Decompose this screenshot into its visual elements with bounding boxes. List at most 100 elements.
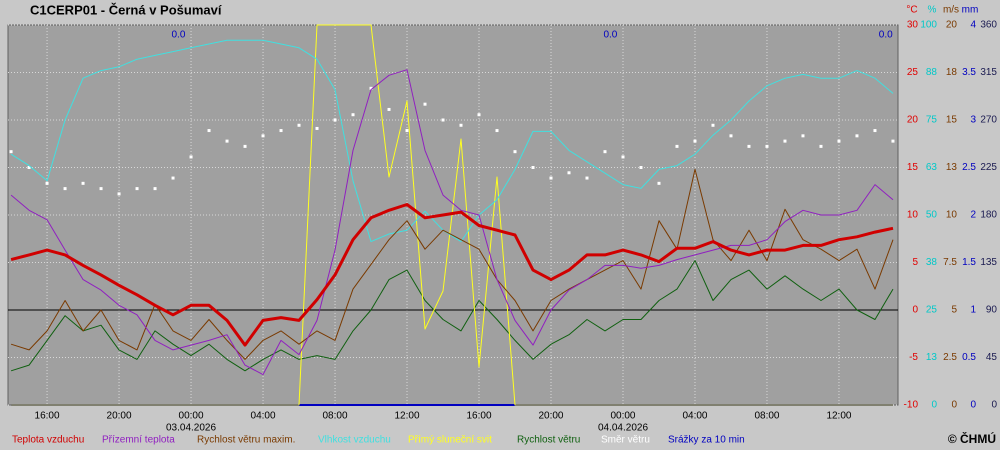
direction-point [243, 144, 247, 148]
x-tick-label: 00:00 [179, 411, 204, 422]
y-tick-label: 0 [951, 400, 957, 411]
legend-entry: Srážky za 10 min [668, 435, 745, 446]
x-tick-label: 20:00 [107, 411, 132, 422]
y-tick-label: 30 [907, 20, 919, 31]
direction-point [477, 113, 481, 117]
series-line [10, 168, 894, 360]
y-tick-label: 10 [946, 210, 958, 221]
axis-unit: mm [962, 5, 979, 16]
axis-unit: % [928, 5, 937, 16]
direction-point [657, 181, 661, 185]
direction-point [27, 166, 31, 169]
y-tick-label: 75 [926, 115, 938, 126]
legend-entry: Přímý sluneční svit [408, 435, 492, 446]
legend-entry: Vlhkost vzduchu [318, 435, 391, 446]
y-tick-label: 5 [912, 257, 918, 268]
direction-point [63, 187, 67, 191]
direction-point [621, 155, 625, 159]
precip-sum-label: 0.0 [879, 30, 893, 41]
direction-point [729, 134, 733, 138]
direction-point [45, 181, 49, 185]
direction-point [117, 192, 121, 196]
y-tick-label: 13 [946, 162, 958, 173]
direction-point [99, 187, 103, 191]
direction-point [693, 139, 697, 143]
y-tick-label: 3 [970, 115, 976, 126]
y-tick-label: 100 [920, 20, 937, 31]
y-tick-label: 38 [926, 257, 938, 268]
y-tick-label: 135 [980, 257, 997, 268]
x-tick-label: 08:00 [323, 411, 348, 422]
direction-point [315, 126, 319, 130]
direction-point [495, 129, 499, 133]
direction-point [81, 181, 85, 185]
x-tick-label: 04:00 [682, 411, 707, 422]
direction-point [675, 144, 679, 148]
x-tick-label: 16:00 [466, 411, 491, 422]
direction-point [459, 123, 463, 127]
series-line [10, 69, 894, 376]
y-tick-label: 2.5 [943, 352, 957, 363]
y-tick-label: 2.5 [962, 162, 976, 173]
legend-entry: Směr větru [601, 435, 650, 446]
y-tick-label: 10 [907, 210, 919, 221]
direction-point [567, 171, 571, 175]
y-tick-label: 50 [926, 210, 938, 221]
legend-entry: Teplota vzduchu [12, 435, 84, 446]
y-tick-label: 360 [980, 20, 997, 31]
y-tick-label: 3.5 [962, 67, 976, 78]
y-tick-label: 88 [926, 67, 938, 78]
direction-point [423, 102, 427, 106]
x-tick-label: 08:00 [754, 411, 779, 422]
y-tick-label: 63 [926, 162, 938, 173]
y-tick-label: 13 [926, 352, 938, 363]
direction-point [387, 107, 391, 111]
direction-point [225, 139, 229, 143]
legend-entry: Přízemní teplota [102, 435, 175, 446]
direction-point [765, 144, 769, 148]
y-tick-label: 18 [946, 67, 958, 78]
y-tick-label: 2 [970, 210, 976, 221]
y-tick-label: 20 [946, 20, 958, 31]
x-tick-label: 12:00 [394, 411, 419, 422]
direction-point [333, 118, 337, 122]
copyright: © ČHMÚ [948, 431, 996, 446]
x-tick-label: 16:00 [35, 411, 60, 422]
y-tick-label: 45 [986, 352, 998, 363]
y-tick-label: 0.5 [962, 352, 976, 363]
y-tick-label: 0 [912, 305, 918, 316]
y-tick-label: 0 [970, 400, 976, 411]
y-tick-label: 4 [970, 20, 976, 31]
direction-point [135, 187, 139, 191]
x-tick-label: 00:00 [610, 411, 635, 422]
direction-point [783, 139, 787, 143]
direction-point [513, 150, 517, 154]
y-tick-label: 15 [946, 115, 958, 126]
direction-point [9, 150, 13, 154]
y-tick-label: 20 [907, 115, 919, 126]
series-line [10, 39, 894, 243]
y-tick-label: 180 [980, 210, 997, 221]
direction-point [819, 144, 823, 148]
series-line [10, 203, 894, 347]
direction-point [189, 155, 193, 159]
y-tick-label: 15 [907, 162, 919, 173]
y-tick-label: 7.5 [943, 257, 957, 268]
direction-point [531, 166, 535, 169]
direction-point [405, 129, 409, 133]
chart-title: C1CERP01 - Černá v Pošumaví [30, 2, 222, 17]
x-date-label: 04.04.2026 [598, 423, 648, 434]
y-tick-label: 5 [951, 305, 957, 316]
y-tick-label: -5 [909, 352, 918, 363]
precip-sum-label: 0.0 [171, 30, 185, 41]
y-tick-label: 1 [970, 305, 976, 316]
direction-point [261, 134, 265, 138]
x-tick-label: 12:00 [826, 411, 851, 422]
legend-entry: Rychlost větru maxim. [197, 435, 295, 446]
axis-unit: °C [906, 5, 917, 16]
direction-point [351, 113, 355, 117]
x-tick-label: 04:00 [251, 411, 276, 422]
direction-point [837, 139, 841, 143]
axis-unit: m/s [943, 5, 959, 16]
